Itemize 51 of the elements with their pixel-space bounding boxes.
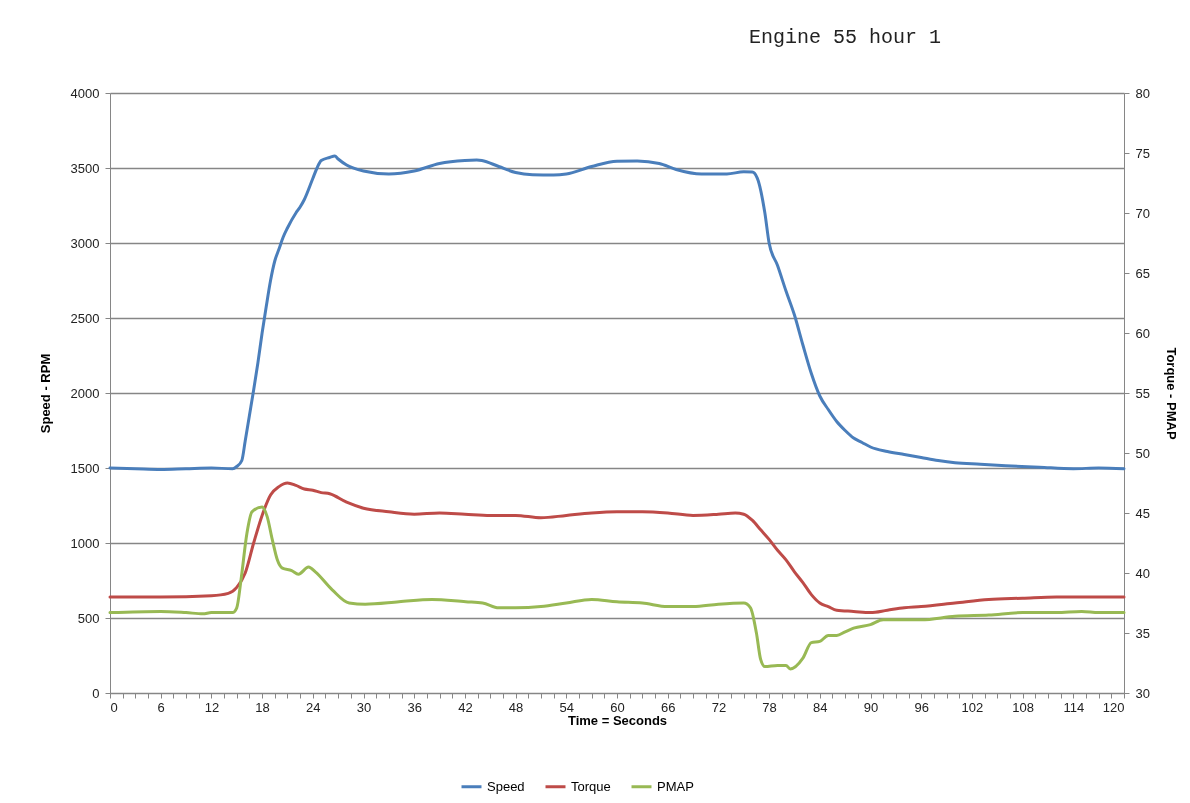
x-tick-label: 96 [914, 699, 929, 715]
y-tick-label: 2000 [70, 385, 100, 401]
x-tick-label: 120 [1102, 699, 1125, 715]
x-tick-label: 78 [762, 699, 777, 715]
y2-tick-label: 35 [1135, 625, 1150, 641]
x-tick-label: 24 [306, 699, 321, 715]
x-tick-label: 12 [204, 699, 220, 715]
x-tick-label: 114 [1063, 699, 1085, 715]
y2-tick-label: 30 [1135, 685, 1150, 701]
x-tick-label: 18 [255, 699, 270, 715]
x-tick-label: 54 [559, 699, 575, 715]
y2-tick-label: 40 [1135, 565, 1150, 581]
y2-tick-label: 55 [1135, 385, 1150, 401]
x-tick-label: 66 [660, 699, 676, 715]
line-series [108, 154, 1126, 471]
y2-tick-label: 65 [1135, 265, 1150, 281]
x-tick-label: 42 [458, 699, 473, 715]
line-series [108, 505, 1126, 671]
x-tick-label: 0 [110, 699, 118, 715]
y-axis-title: Speed - RPM [37, 353, 53, 434]
x-tick-label: 36 [407, 699, 422, 715]
chart-title: Engine 55 hour 1 [748, 26, 942, 49]
x-tick-label: 30 [356, 699, 372, 715]
x-tick-label: 72 [711, 699, 727, 715]
y2-tick-label: 50 [1135, 445, 1150, 461]
y-tick-label: 1000 [70, 535, 100, 551]
x-tick-label: 108 [1012, 699, 1034, 715]
y-tick-label: 500 [77, 610, 100, 626]
y2-axis-title: Torque - PMAP [1163, 347, 1179, 440]
x-tick-label: 84 [813, 699, 828, 715]
y-tick-label: 1500 [70, 460, 100, 476]
line-series [108, 481, 1126, 615]
y2-tick-label: 60 [1135, 325, 1150, 341]
x-tick-label: 6 [157, 699, 165, 715]
x-tick-label: 60 [610, 699, 625, 715]
legend-label: PMAP [657, 778, 694, 794]
y2-tick-label: 80 [1135, 85, 1150, 101]
legend-label: Torque [571, 778, 611, 794]
x-axis-title: Time = Seconds [567, 712, 668, 728]
x-tick-label: 48 [508, 699, 524, 715]
y-tick-label: 2500 [70, 310, 100, 326]
y-tick-label: 3000 [70, 235, 100, 251]
y2-tick-label: 75 [1135, 145, 1150, 161]
y-tick-label: 0 [92, 685, 100, 701]
y-tick-label: 3500 [70, 160, 100, 176]
x-tick-label: 90 [863, 699, 879, 715]
legend-label: Speed [487, 778, 525, 794]
y2-tick-label: 70 [1135, 205, 1150, 221]
y-tick-label: 4000 [70, 85, 100, 101]
x-tick-label: 102 [961, 699, 984, 715]
y2-tick-label: 45 [1135, 505, 1150, 521]
